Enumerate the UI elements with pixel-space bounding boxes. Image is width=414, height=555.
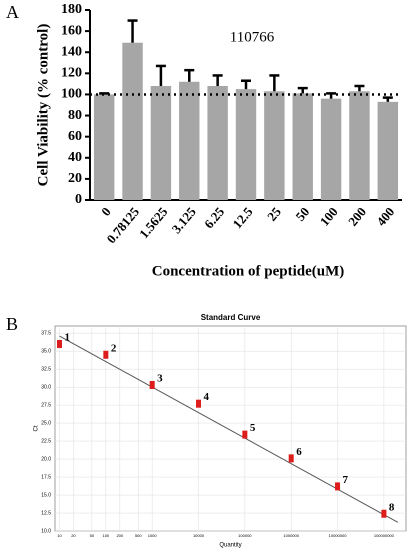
x-tick-label: 1.5625 — [136, 204, 171, 241]
x-tick-label: 50 — [90, 533, 95, 538]
panel-label: A — [6, 2, 19, 22]
x-tick-label: 1000000 — [283, 533, 299, 538]
y-tick-label: 30.0 — [41, 384, 51, 390]
point — [149, 380, 155, 389]
x-tick-label: 10000 — [193, 533, 205, 538]
x-tick-label: 10000000 — [329, 533, 348, 538]
y-tick-label: 22.5 — [41, 438, 51, 444]
point — [103, 350, 109, 359]
y-axis-label: Ct — [34, 425, 40, 431]
bar — [122, 42, 143, 200]
point-label: 8 — [389, 501, 395, 513]
y-tick-label: 120 — [61, 66, 82, 81]
x-tick-label: 100 — [317, 204, 341, 229]
x-tick-label: 25 — [264, 204, 284, 224]
x-tick-label: 500 — [135, 533, 142, 538]
bar — [320, 98, 342, 200]
point-label: 7 — [343, 474, 349, 486]
point — [56, 339, 62, 348]
x-tick-label: 12.5 — [229, 204, 255, 231]
y-tick-label: 40 — [68, 150, 82, 165]
y-tick-label: 10.0 — [41, 528, 51, 534]
x-tick-label: 100 — [102, 533, 109, 538]
bar — [377, 101, 399, 200]
y-tick-label: 37.5 — [41, 331, 51, 337]
bar — [292, 93, 313, 200]
bar — [207, 86, 228, 200]
annotation: 110766 — [230, 29, 275, 45]
x-tick-label: 6.25 — [201, 204, 227, 231]
point — [335, 482, 341, 491]
y-tick-label: 32.5 — [41, 366, 51, 372]
bar — [349, 91, 370, 200]
y-tick-label: 80 — [68, 108, 82, 123]
x-tick-label: 200 — [116, 533, 123, 538]
x-tick-label: 20 — [71, 533, 76, 538]
y-tick-label: 0 — [75, 192, 82, 207]
x-tick-label: 3.125 — [169, 204, 200, 236]
chart-title: Standard Curve — [201, 313, 261, 322]
bar — [93, 94, 115, 200]
bar — [179, 81, 200, 200]
point-label: 2 — [111, 342, 117, 354]
point-label: 6 — [296, 446, 302, 458]
y-tick-label: 17.5 — [41, 474, 51, 480]
point — [288, 454, 294, 463]
x-axis-label: Concentration of peptide(uM) — [152, 263, 344, 279]
y-tick-label: 27.5 — [41, 402, 51, 408]
plot-area — [54, 325, 407, 532]
y-tick-label: 20 — [68, 171, 82, 186]
x-tick-label: 100000000 — [374, 533, 395, 538]
panel-label: B — [6, 314, 18, 334]
bar — [264, 91, 285, 200]
y-tick-label: 100 — [61, 87, 82, 102]
x-tick-label: 100000 — [238, 533, 252, 538]
point-label: 1 — [64, 332, 70, 344]
point — [381, 509, 387, 518]
point — [196, 399, 202, 408]
x-tick-label: 1000 — [148, 533, 158, 538]
y-tick-label: 140 — [61, 44, 82, 59]
y-tick-label: 12.5 — [41, 510, 51, 516]
y-tick-label: 180 — [61, 2, 82, 17]
x-tick-label: 200 — [345, 204, 369, 229]
y-tick-label: 35.0 — [41, 349, 51, 355]
x-tick-label: 50 — [292, 204, 312, 224]
y-tick-label: 160 — [61, 23, 82, 38]
bar — [150, 86, 172, 200]
y-tick-label: 15.0 — [41, 492, 51, 498]
y-tick-label: 25.0 — [41, 420, 51, 426]
point-label: 5 — [250, 422, 256, 434]
point-label: 3 — [157, 373, 163, 385]
x-tick-label: 10 — [57, 533, 62, 538]
x-tick-label: 0 — [98, 204, 114, 219]
fit-line — [59, 335, 399, 523]
bar — [235, 89, 257, 200]
x-axis-label: Quantity — [219, 543, 241, 549]
point-label: 4 — [204, 391, 210, 403]
y-axis-label: Cell Viability (% control) — [35, 24, 51, 187]
y-tick-label: 60 — [68, 129, 82, 144]
y-tick-label: 20.0 — [41, 456, 51, 462]
point — [242, 430, 248, 439]
x-tick-label: 400 — [373, 204, 397, 229]
